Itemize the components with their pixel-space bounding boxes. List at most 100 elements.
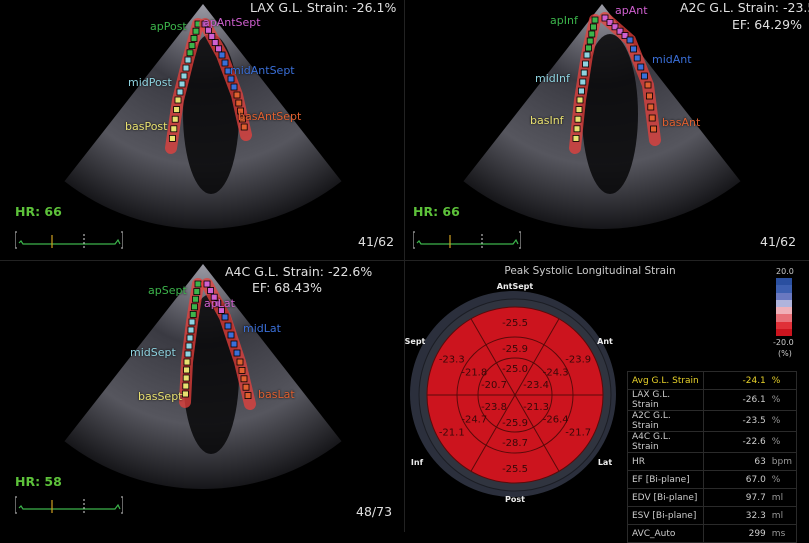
tracking-point[interactable] bbox=[217, 307, 225, 314]
tracking-point[interactable] bbox=[189, 311, 197, 318]
tracking-point[interactable] bbox=[174, 96, 182, 104]
ecg-strip[interactable] bbox=[15, 496, 123, 514]
tracking-point[interactable] bbox=[616, 27, 624, 35]
tracking-point[interactable] bbox=[574, 115, 582, 123]
summary-value: -23.5 bbox=[703, 410, 768, 432]
tracking-point[interactable] bbox=[182, 382, 190, 390]
tracking-point[interactable] bbox=[235, 99, 243, 107]
tracking-point[interactable] bbox=[576, 96, 584, 104]
tracking-point[interactable] bbox=[240, 123, 248, 131]
tracking-point[interactable] bbox=[185, 342, 193, 350]
tracking-point[interactable] bbox=[650, 125, 658, 133]
tracking-point[interactable] bbox=[208, 33, 216, 40]
tracking-point[interactable] bbox=[242, 383, 250, 391]
tracking-point[interactable] bbox=[582, 60, 590, 68]
segment-label-basAnt: basAnt bbox=[662, 116, 701, 129]
tracking-point[interactable] bbox=[224, 67, 232, 75]
tracking-point[interactable] bbox=[640, 72, 648, 80]
tracking-point[interactable] bbox=[188, 318, 196, 326]
tracking-point[interactable] bbox=[187, 326, 195, 334]
tracking-point[interactable] bbox=[168, 134, 176, 142]
tracking-point[interactable] bbox=[583, 51, 591, 59]
a2c-view-panel[interactable]: apInf apAnt midInf midAnt basInf basAnt A2C G.… bbox=[405, 0, 809, 260]
tracking-point[interactable] bbox=[236, 358, 244, 366]
tracking-point[interactable] bbox=[188, 42, 196, 49]
tracking-point[interactable] bbox=[230, 83, 238, 91]
tracking-point[interactable] bbox=[645, 92, 653, 100]
tracking-point[interactable] bbox=[183, 366, 191, 374]
tracking-point[interactable] bbox=[181, 390, 189, 398]
tracking-point[interactable] bbox=[586, 37, 594, 45]
ecg-strip[interactable] bbox=[413, 231, 521, 249]
tracking-point[interactable] bbox=[224, 322, 232, 330]
tracking-point[interactable] bbox=[218, 51, 226, 59]
tracking-point[interactable] bbox=[186, 334, 194, 342]
tracking-point[interactable] bbox=[192, 295, 200, 303]
tracking-point[interactable] bbox=[621, 32, 629, 39]
a4c-view-panel[interactable]: apSept apLat midSept midLat basSept basLat A4C… bbox=[0, 262, 404, 522]
tracking-point[interactable] bbox=[575, 106, 583, 113]
tracking-point[interactable] bbox=[204, 26, 212, 34]
tracking-point[interactable] bbox=[203, 280, 211, 288]
tracking-point[interactable] bbox=[192, 27, 200, 35]
tracking-point[interactable] bbox=[194, 280, 202, 288]
tracking-point[interactable] bbox=[606, 18, 614, 26]
tracking-point[interactable] bbox=[184, 56, 192, 64]
gl-strain-title: LAX G.L. Strain: -26.1% bbox=[250, 0, 397, 15]
tracking-point[interactable] bbox=[589, 23, 597, 31]
tracking-point[interactable] bbox=[237, 107, 245, 115]
tracking-point[interactable] bbox=[585, 44, 593, 52]
tracking-point[interactable] bbox=[579, 78, 587, 86]
tracking-point[interactable] bbox=[176, 88, 184, 96]
tracking-point[interactable] bbox=[182, 374, 190, 382]
tracking-point[interactable] bbox=[183, 358, 191, 366]
tracking-point[interactable] bbox=[178, 80, 186, 88]
tracking-point[interactable] bbox=[182, 64, 190, 72]
tracking-point[interactable] bbox=[573, 125, 581, 133]
tracking-point[interactable] bbox=[633, 54, 641, 62]
tracking-point[interactable] bbox=[648, 114, 656, 122]
tracking-point[interactable] bbox=[170, 125, 178, 133]
tracking-point[interactable] bbox=[644, 81, 652, 89]
tracking-point[interactable] bbox=[221, 313, 229, 321]
ecg-strip[interactable] bbox=[15, 231, 123, 249]
segment-value-mid: -24.7 bbox=[461, 415, 487, 426]
tracking-point[interactable] bbox=[611, 23, 619, 31]
tracking-point[interactable] bbox=[211, 39, 219, 46]
tracking-point[interactable] bbox=[233, 349, 241, 357]
tracking-point[interactable] bbox=[210, 293, 218, 301]
tracking-point[interactable] bbox=[173, 106, 181, 113]
tracking-point[interactable] bbox=[190, 303, 198, 311]
tracking-point[interactable] bbox=[240, 375, 248, 383]
tracking-point[interactable] bbox=[190, 35, 198, 42]
tracking-point[interactable] bbox=[580, 69, 588, 77]
tracking-point[interactable] bbox=[601, 14, 609, 22]
tracking-point[interactable] bbox=[591, 16, 599, 24]
tracking-point[interactable] bbox=[215, 45, 223, 53]
tracking-point[interactable] bbox=[207, 287, 215, 295]
tracking-point[interactable] bbox=[227, 75, 235, 83]
tracking-point[interactable] bbox=[186, 49, 194, 57]
tracking-point[interactable] bbox=[577, 87, 585, 95]
tracking-point[interactable] bbox=[233, 91, 241, 99]
wall-label-upper_right: Ant bbox=[597, 337, 613, 346]
segment-value-mid: -25.9 bbox=[502, 344, 528, 355]
tracking-point[interactable] bbox=[588, 30, 596, 38]
tracking-point[interactable] bbox=[227, 331, 235, 339]
tracking-point[interactable] bbox=[637, 63, 645, 71]
tracking-point[interactable] bbox=[193, 288, 201, 296]
tracking-point[interactable] bbox=[572, 134, 580, 142]
lax-view-panel[interactable]: apPost apAntSept midPost midAntSept basPost b… bbox=[0, 0, 404, 260]
tracking-point[interactable] bbox=[171, 115, 179, 123]
tracking-point[interactable] bbox=[238, 367, 246, 374]
tracking-point[interactable] bbox=[647, 103, 655, 111]
tracking-point[interactable] bbox=[221, 59, 229, 67]
tracking-point[interactable] bbox=[214, 300, 222, 308]
tracking-point[interactable] bbox=[180, 72, 188, 80]
tracking-point[interactable] bbox=[626, 36, 634, 44]
tracking-point[interactable] bbox=[230, 340, 238, 348]
tracking-point[interactable] bbox=[184, 350, 192, 358]
tracking-point[interactable] bbox=[244, 392, 252, 400]
tracking-point[interactable] bbox=[238, 115, 246, 123]
tracking-point[interactable] bbox=[630, 45, 638, 53]
